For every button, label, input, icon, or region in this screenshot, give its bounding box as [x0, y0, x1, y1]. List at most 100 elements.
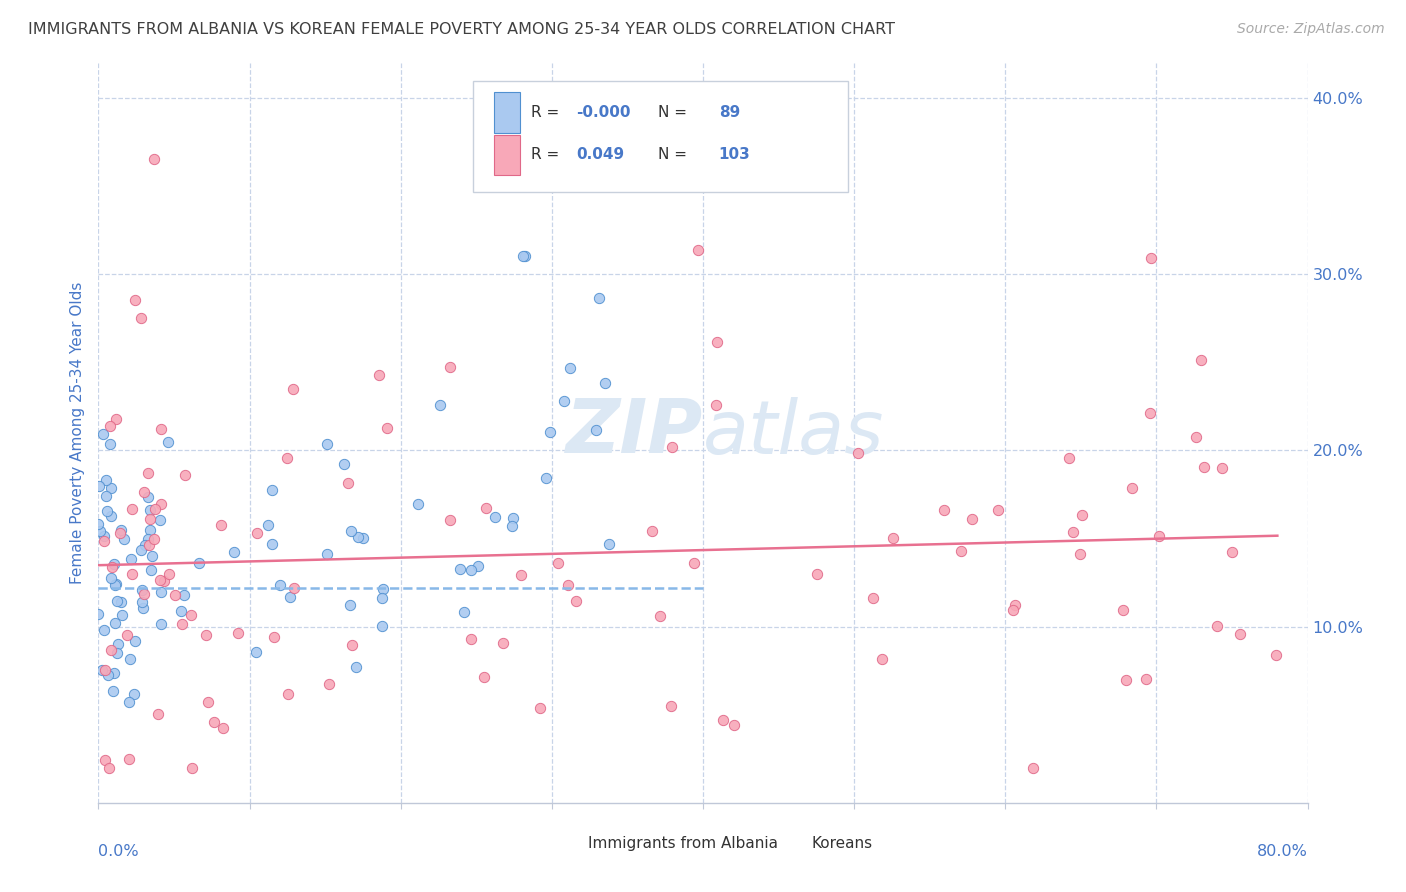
Point: [377, 421, 399, 435]
Point: [124, 687, 146, 701]
Point: [557, 578, 579, 592]
Text: 0.0%: 0.0%: [98, 844, 139, 858]
Text: 0.049: 0.049: [576, 147, 624, 162]
Point: [141, 549, 163, 563]
Point: [333, 457, 356, 471]
Point: [131, 601, 153, 615]
Point: [103, 666, 125, 681]
Point: [439, 359, 461, 374]
Point: [87, 516, 110, 531]
Point: [934, 503, 956, 517]
Point: [1135, 672, 1157, 686]
Point: [1194, 460, 1216, 475]
Point: [174, 468, 197, 483]
Point: [472, 670, 495, 684]
Point: [149, 617, 172, 632]
Point: [101, 559, 124, 574]
Point: [1147, 528, 1170, 542]
Point: [429, 399, 451, 413]
Point: [987, 503, 1010, 517]
Text: -0.000: -0.000: [576, 105, 630, 120]
Point: [93, 533, 115, 548]
Point: [118, 696, 141, 710]
Text: Source: ZipAtlas.com: Source: ZipAtlas.com: [1237, 22, 1385, 37]
Text: R =: R =: [531, 105, 564, 120]
Point: [1140, 251, 1163, 265]
Point: [475, 501, 498, 516]
Point: [157, 567, 180, 582]
Bar: [494, 93, 520, 133]
Point: [406, 497, 429, 511]
Point: [136, 466, 159, 480]
Point: [263, 630, 285, 644]
Point: [181, 760, 204, 774]
Point: [91, 426, 114, 441]
Point: [686, 243, 709, 257]
Point: [93, 529, 115, 543]
Point: [226, 626, 249, 640]
Point: [340, 639, 363, 653]
Point: [98, 437, 121, 451]
Point: [112, 532, 135, 546]
Point: [806, 566, 828, 581]
Point: [134, 484, 156, 499]
Point: [89, 479, 111, 493]
Text: Koreans: Koreans: [811, 836, 873, 851]
Point: [262, 483, 284, 498]
Point: [101, 684, 124, 698]
Point: [352, 532, 374, 546]
Point: [269, 578, 291, 592]
Point: [100, 481, 122, 495]
Point: [315, 547, 337, 561]
Point: [139, 512, 162, 526]
Text: 80.0%: 80.0%: [1257, 844, 1308, 858]
Point: [371, 619, 394, 633]
Point: [682, 557, 704, 571]
Point: [104, 577, 127, 591]
Point: [187, 556, 209, 570]
Point: [93, 624, 115, 638]
Point: [704, 398, 727, 412]
Point: [105, 594, 128, 608]
FancyBboxPatch shape: [474, 81, 848, 192]
Point: [278, 590, 301, 604]
Point: [513, 249, 536, 263]
Point: [340, 524, 363, 538]
Point: [367, 368, 389, 383]
Point: [143, 501, 166, 516]
Point: [1071, 508, 1094, 522]
Point: [97, 760, 120, 774]
Point: [149, 497, 172, 511]
Point: [149, 513, 172, 527]
Point: [1069, 547, 1091, 561]
Point: [156, 434, 179, 449]
Point: [460, 632, 482, 646]
Point: [131, 583, 153, 598]
Point: [870, 652, 893, 666]
Point: [949, 544, 972, 558]
Point: [121, 501, 143, 516]
Point: [120, 652, 142, 666]
Point: [512, 249, 534, 263]
Point: [136, 533, 159, 547]
Point: [1001, 603, 1024, 617]
Point: [138, 524, 160, 538]
Point: [131, 594, 153, 608]
Point: [142, 532, 165, 546]
Point: [100, 642, 122, 657]
Point: [110, 523, 132, 537]
Point: [713, 713, 735, 727]
Point: [91, 664, 114, 678]
Point: [1062, 524, 1084, 539]
Point: [108, 526, 131, 541]
Point: [149, 422, 172, 436]
Point: [104, 577, 127, 591]
Point: [202, 714, 225, 729]
Point: [170, 603, 193, 617]
Point: [553, 393, 575, 408]
Text: N =: N =: [658, 147, 688, 162]
Point: [96, 473, 118, 487]
Point: [142, 153, 165, 167]
Point: [87, 607, 110, 621]
Point: [139, 502, 162, 516]
